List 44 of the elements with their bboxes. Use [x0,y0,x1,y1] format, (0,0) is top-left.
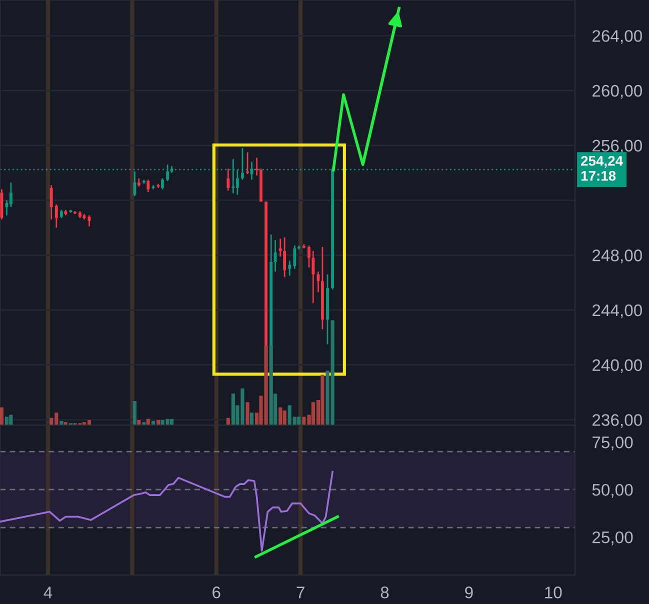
x-tick-label: 10 [545,586,562,598]
y-tick-label: 236,00 [592,414,642,428]
candlestick [161,178,164,190]
bar [246,402,250,426]
bar [278,407,282,426]
x-tick-label: 4 [44,586,52,598]
candlestick [255,157,258,176]
x-tick-label: 7 [296,586,304,598]
candlestick [50,184,53,220]
y-tick-label: 25,00 [592,531,633,546]
bar [0,407,4,426]
candlestick [146,178,150,193]
y-tick-label: 260,00 [592,84,642,99]
candlestick [54,204,58,228]
candlestick [283,236,286,278]
bar [282,410,286,426]
candlestick [9,182,12,208]
line-series [0,470,334,552]
x-tick-label: 6 [212,586,220,598]
candlestick [288,260,292,276]
bar [231,394,235,426]
y-tick-label: 256,00 [592,140,642,154]
y-tick-label: 50,00 [592,484,633,498]
line-series [332,6,400,172]
y-tick-label: 240,00 [592,359,642,374]
bar [9,414,13,426]
candlestick [226,168,230,192]
x-tick-label: 8 [380,586,389,598]
candlestick [293,244,296,270]
candlestick [88,214,91,228]
candlestick [246,152,249,175]
y-tick-label: 244,00 [592,304,642,318]
candlestick [308,244,310,268]
ref-line-label: 254,24 17:18 [581,156,623,181]
candlestick [274,239,277,272]
x-tick-label: 9 [465,586,473,598]
bar [250,412,254,426]
candlestick [312,250,315,304]
y-tick-label: 248,00 [592,250,642,264]
y-tick-label: 264,00 [592,30,642,44]
bar [132,401,136,426]
bar [320,374,324,426]
candlestick [278,238,282,258]
y-tick-label: 75,00 [592,436,633,450]
